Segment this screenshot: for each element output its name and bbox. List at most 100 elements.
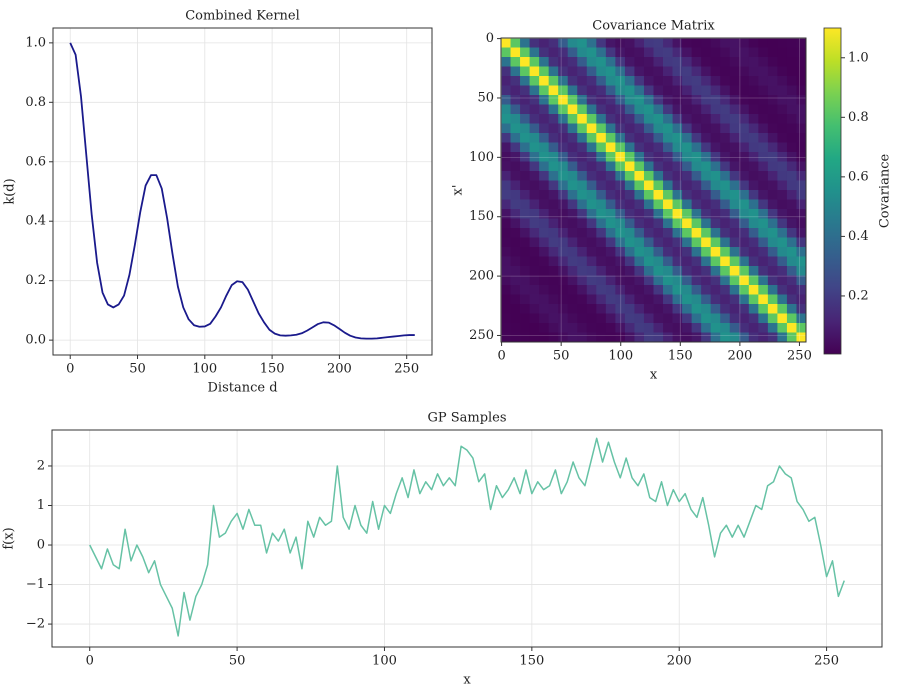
heatmap-cell bbox=[586, 104, 597, 115]
heatmap-cell bbox=[577, 114, 588, 124]
heatmap-cell bbox=[577, 38, 588, 48]
heatmap-cell bbox=[691, 247, 702, 257]
heatmap-cell bbox=[615, 85, 626, 96]
heatmap-cell bbox=[558, 142, 569, 153]
heatmap-cell bbox=[729, 275, 740, 286]
y-axis-label: k(d) bbox=[3, 178, 18, 204]
heatmap-cell bbox=[643, 114, 654, 124]
heatmap-cell bbox=[539, 218, 550, 229]
heatmap-cell bbox=[701, 66, 712, 77]
heatmap-cell bbox=[520, 247, 530, 257]
x-axis-label: Distance d bbox=[207, 381, 277, 396]
heatmap-cell bbox=[663, 323, 673, 333]
heatmap-cell bbox=[653, 285, 664, 295]
heatmap-cell bbox=[767, 123, 778, 134]
heatmap-cell bbox=[567, 294, 578, 305]
heatmap-cell bbox=[577, 247, 588, 257]
heatmap-cell bbox=[701, 161, 712, 172]
heatmap-cell bbox=[643, 161, 654, 172]
heatmap-cell bbox=[567, 152, 578, 162]
heatmap-cell bbox=[558, 275, 569, 286]
heatmap-cell bbox=[624, 256, 635, 267]
heatmap-cell bbox=[510, 114, 521, 124]
heatmap-cell bbox=[701, 313, 712, 324]
heatmap-cell bbox=[739, 294, 750, 305]
heatmap-cell bbox=[739, 180, 750, 191]
heatmap-cell bbox=[748, 332, 759, 343]
heatmap-cell bbox=[691, 218, 702, 229]
heatmap-cell bbox=[567, 57, 578, 67]
heatmap-cell bbox=[786, 114, 797, 124]
heatmap-cell bbox=[605, 161, 616, 172]
heatmap-cell bbox=[777, 275, 788, 286]
heatmap-cell bbox=[596, 247, 607, 257]
heatmap-cell bbox=[539, 38, 550, 48]
heatmap-cell bbox=[510, 57, 521, 67]
heatmap-cell bbox=[739, 152, 750, 162]
heatmap-cell bbox=[701, 76, 712, 86]
heatmap-cell bbox=[605, 66, 616, 77]
heatmap-cell bbox=[748, 85, 759, 96]
heatmap-cell bbox=[529, 57, 540, 67]
heatmap-cell bbox=[548, 66, 559, 77]
heatmap-cell bbox=[701, 57, 712, 67]
x-axis-label: x bbox=[463, 673, 471, 688]
heatmap-cell bbox=[720, 209, 731, 219]
heatmap-cell bbox=[577, 294, 588, 305]
heatmap-cell bbox=[586, 171, 597, 181]
heatmap-cell bbox=[615, 237, 626, 248]
heatmap-cell bbox=[634, 275, 645, 286]
heatmap-cell bbox=[567, 47, 578, 58]
heatmap-cell bbox=[796, 323, 807, 333]
heatmap-cell bbox=[643, 332, 654, 343]
heatmap-cell bbox=[529, 142, 540, 153]
heatmap-cell bbox=[501, 256, 511, 267]
heatmap-cell bbox=[643, 275, 654, 286]
heatmap-cell bbox=[758, 294, 769, 305]
heatmap-cell bbox=[520, 161, 530, 172]
heatmap-cell bbox=[501, 275, 511, 286]
heatmap-cell bbox=[501, 218, 511, 229]
heatmap-cell bbox=[624, 57, 635, 67]
heatmap-cell bbox=[520, 275, 530, 286]
heatmap-cell bbox=[596, 294, 607, 305]
heatmap-cell bbox=[701, 256, 712, 267]
heatmap-cell bbox=[748, 57, 759, 67]
heatmap-cell bbox=[596, 142, 607, 153]
heatmap-cell bbox=[682, 266, 693, 276]
heatmap-cell bbox=[634, 123, 645, 134]
heatmap-cell bbox=[520, 304, 530, 314]
heatmap-cell bbox=[624, 199, 635, 210]
heatmap-cell bbox=[748, 285, 759, 295]
heatmap-cell bbox=[510, 228, 521, 238]
heatmap-cell bbox=[520, 66, 530, 77]
heatmap-cell bbox=[624, 294, 635, 305]
heatmap-cell bbox=[786, 57, 797, 67]
heatmap-cell bbox=[653, 47, 664, 58]
heatmap-cell bbox=[643, 323, 654, 333]
heatmap-cell bbox=[682, 247, 693, 257]
x-tick-label: 50 bbox=[129, 362, 146, 377]
heatmap-cell bbox=[767, 114, 778, 124]
heatmap-cell bbox=[682, 180, 693, 191]
x-tick-label: 200 bbox=[727, 349, 752, 364]
heatmap-cell bbox=[624, 171, 635, 181]
heatmap-cell bbox=[567, 209, 578, 219]
heatmap-cell bbox=[786, 38, 797, 48]
heatmap-cell bbox=[710, 294, 721, 305]
x-tick-label: 150 bbox=[668, 349, 693, 364]
heatmap-cell bbox=[777, 247, 788, 257]
heatmap-cell bbox=[729, 304, 740, 314]
heatmap-cell bbox=[701, 190, 712, 200]
heatmap-cell bbox=[691, 313, 702, 324]
heatmap-cell bbox=[710, 237, 721, 248]
x-tick-label: 100 bbox=[192, 362, 217, 377]
heatmap-cell bbox=[501, 294, 511, 305]
heatmap-cell bbox=[729, 247, 740, 257]
heatmap-cell bbox=[796, 285, 807, 295]
heatmap-cell bbox=[777, 190, 788, 200]
heatmap-cell bbox=[777, 47, 788, 58]
heatmap-cell bbox=[653, 104, 664, 115]
heatmap-cell bbox=[729, 256, 740, 267]
heatmap-cell bbox=[501, 171, 511, 181]
